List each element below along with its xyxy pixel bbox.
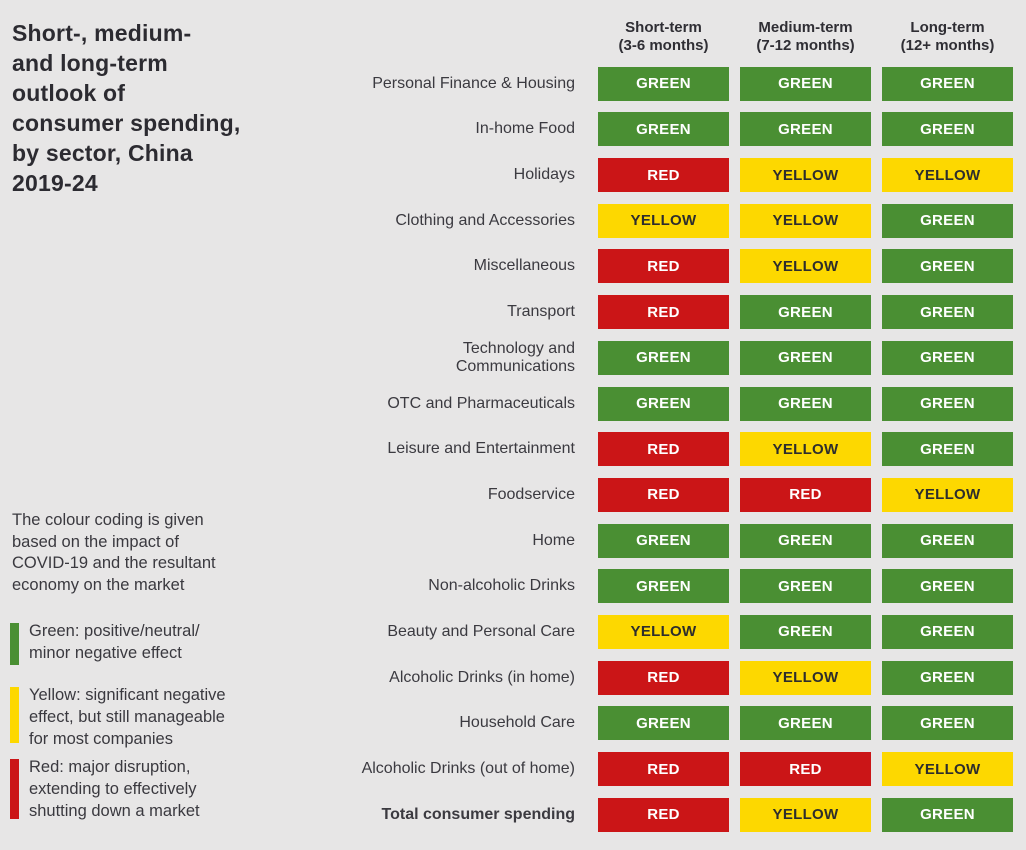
rating-cell: GREEN <box>598 569 729 604</box>
sector-label: Home <box>532 531 575 549</box>
rating-cell: YELLOW <box>740 660 871 695</box>
column-header-short-term: Short-term (3-6 months) <box>618 19 709 54</box>
rating-cell: GREEN <box>882 432 1013 467</box>
red-swatch-icon <box>10 759 19 819</box>
rating-cell: GREEN <box>740 295 871 330</box>
rating-cell: RED <box>598 477 729 512</box>
rating-cell: GREEN <box>740 523 871 558</box>
sector-label: Technology and Communications <box>455 339 575 375</box>
legend-item-red: Red: major disruption, extending to effe… <box>10 756 200 822</box>
rating-cell: RED <box>598 249 729 284</box>
rating-cell: GREEN <box>882 295 1013 330</box>
rating-cell: GREEN <box>598 66 729 101</box>
rating-cell: GREEN <box>598 523 729 558</box>
sector-label: Holidays <box>513 166 575 184</box>
legend-item-yellow: Yellow: significant negative effect, but… <box>10 684 226 750</box>
rating-cell: YELLOW <box>740 432 871 467</box>
rating-cell: GREEN <box>598 706 729 741</box>
rating-cell: GREEN <box>740 66 871 101</box>
rating-cell: GREEN <box>598 340 729 375</box>
rating-cell: GREEN <box>882 249 1013 284</box>
rating-cell: GREEN <box>882 112 1013 147</box>
rating-cell: RED <box>598 660 729 695</box>
rating-cell: YELLOW <box>740 797 871 832</box>
legend-yellow-text: Yellow: significant negative effect, but… <box>29 686 226 748</box>
rating-cell: GREEN <box>882 386 1013 421</box>
rating-cell: GREEN <box>882 66 1013 101</box>
rating-cell: GREEN <box>882 340 1013 375</box>
page-title: Short-, medium- and long-term outlook of… <box>12 20 241 196</box>
rating-cell: GREEN <box>740 112 871 147</box>
sector-label: Leisure and Entertainment <box>387 440 575 458</box>
sector-label: Personal Finance & Housing <box>372 74 575 92</box>
rating-cell: RED <box>598 158 729 193</box>
sector-label: Household Care <box>459 714 575 732</box>
corner-cell <box>339 19 587 55</box>
rating-cell: GREEN <box>740 569 871 604</box>
sector-label: Total consumer spending <box>381 805 576 823</box>
legend-red-text: Red: major disruption, extending to effe… <box>29 758 200 820</box>
sector-label: Non-alcoholic Drinks <box>428 577 575 595</box>
rating-cell: GREEN <box>598 386 729 421</box>
rating-cell: GREEN <box>882 706 1013 741</box>
rating-cell: RED <box>598 752 729 786</box>
sector-label: Foodservice <box>487 485 575 503</box>
rating-cell: GREEN <box>882 797 1013 832</box>
rating-cell: YELLOW <box>740 203 871 238</box>
sector-label: Alcoholic Drinks (in home) <box>389 668 575 686</box>
sector-label: Miscellaneous <box>473 257 575 275</box>
rating-cell: GREEN <box>882 523 1013 558</box>
rating-cell: RED <box>598 295 729 330</box>
rating-cell: RED <box>598 797 729 832</box>
rating-cell: YELLOW <box>740 158 871 193</box>
rating-cell: GREEN <box>740 614 871 649</box>
rating-cell: YELLOW <box>598 203 729 238</box>
rating-cell: YELLOW <box>882 158 1013 193</box>
rating-cell: GREEN <box>740 706 871 741</box>
rating-cell: YELLOW <box>598 614 729 649</box>
sector-label: OTC and Pharmaceuticals <box>387 394 575 412</box>
rating-cell: GREEN <box>882 614 1013 649</box>
rating-cell: RED <box>598 432 729 467</box>
rating-cell: YELLOW <box>740 249 871 284</box>
column-header-long-term: Long-term (12+ months) <box>900 19 995 54</box>
legend-intro: The colour coding is given based on the … <box>12 511 216 594</box>
rating-cell: RED <box>740 752 871 786</box>
rating-cell: GREEN <box>740 340 871 375</box>
green-swatch-icon <box>10 623 19 665</box>
rating-cell: GREEN <box>882 203 1013 238</box>
yellow-swatch-icon <box>10 687 19 743</box>
legend-item-green: Green: positive/neutral/ minor negative … <box>10 620 200 665</box>
rating-cell: GREEN <box>882 569 1013 604</box>
rating-cell: YELLOW <box>882 752 1013 786</box>
sector-label: Clothing and Accessories <box>395 211 575 229</box>
outlook-grid: Short-term (3-6 months) Medium-term (7-1… <box>339 19 1013 832</box>
rating-cell: GREEN <box>598 112 729 147</box>
sector-label: In-home Food <box>475 120 575 138</box>
rating-cell: YELLOW <box>882 477 1013 512</box>
sector-label: Beauty and Personal Care <box>387 622 575 640</box>
rating-cell: GREEN <box>740 386 871 421</box>
column-header-medium-term: Medium-term (7-12 months) <box>756 19 855 54</box>
legend-green-text: Green: positive/neutral/ minor negative … <box>29 622 200 662</box>
rating-cell: RED <box>740 477 871 512</box>
sector-label: Alcoholic Drinks (out of home) <box>361 760 575 777</box>
rating-cell: GREEN <box>882 660 1013 695</box>
sector-label: Transport <box>507 303 575 321</box>
